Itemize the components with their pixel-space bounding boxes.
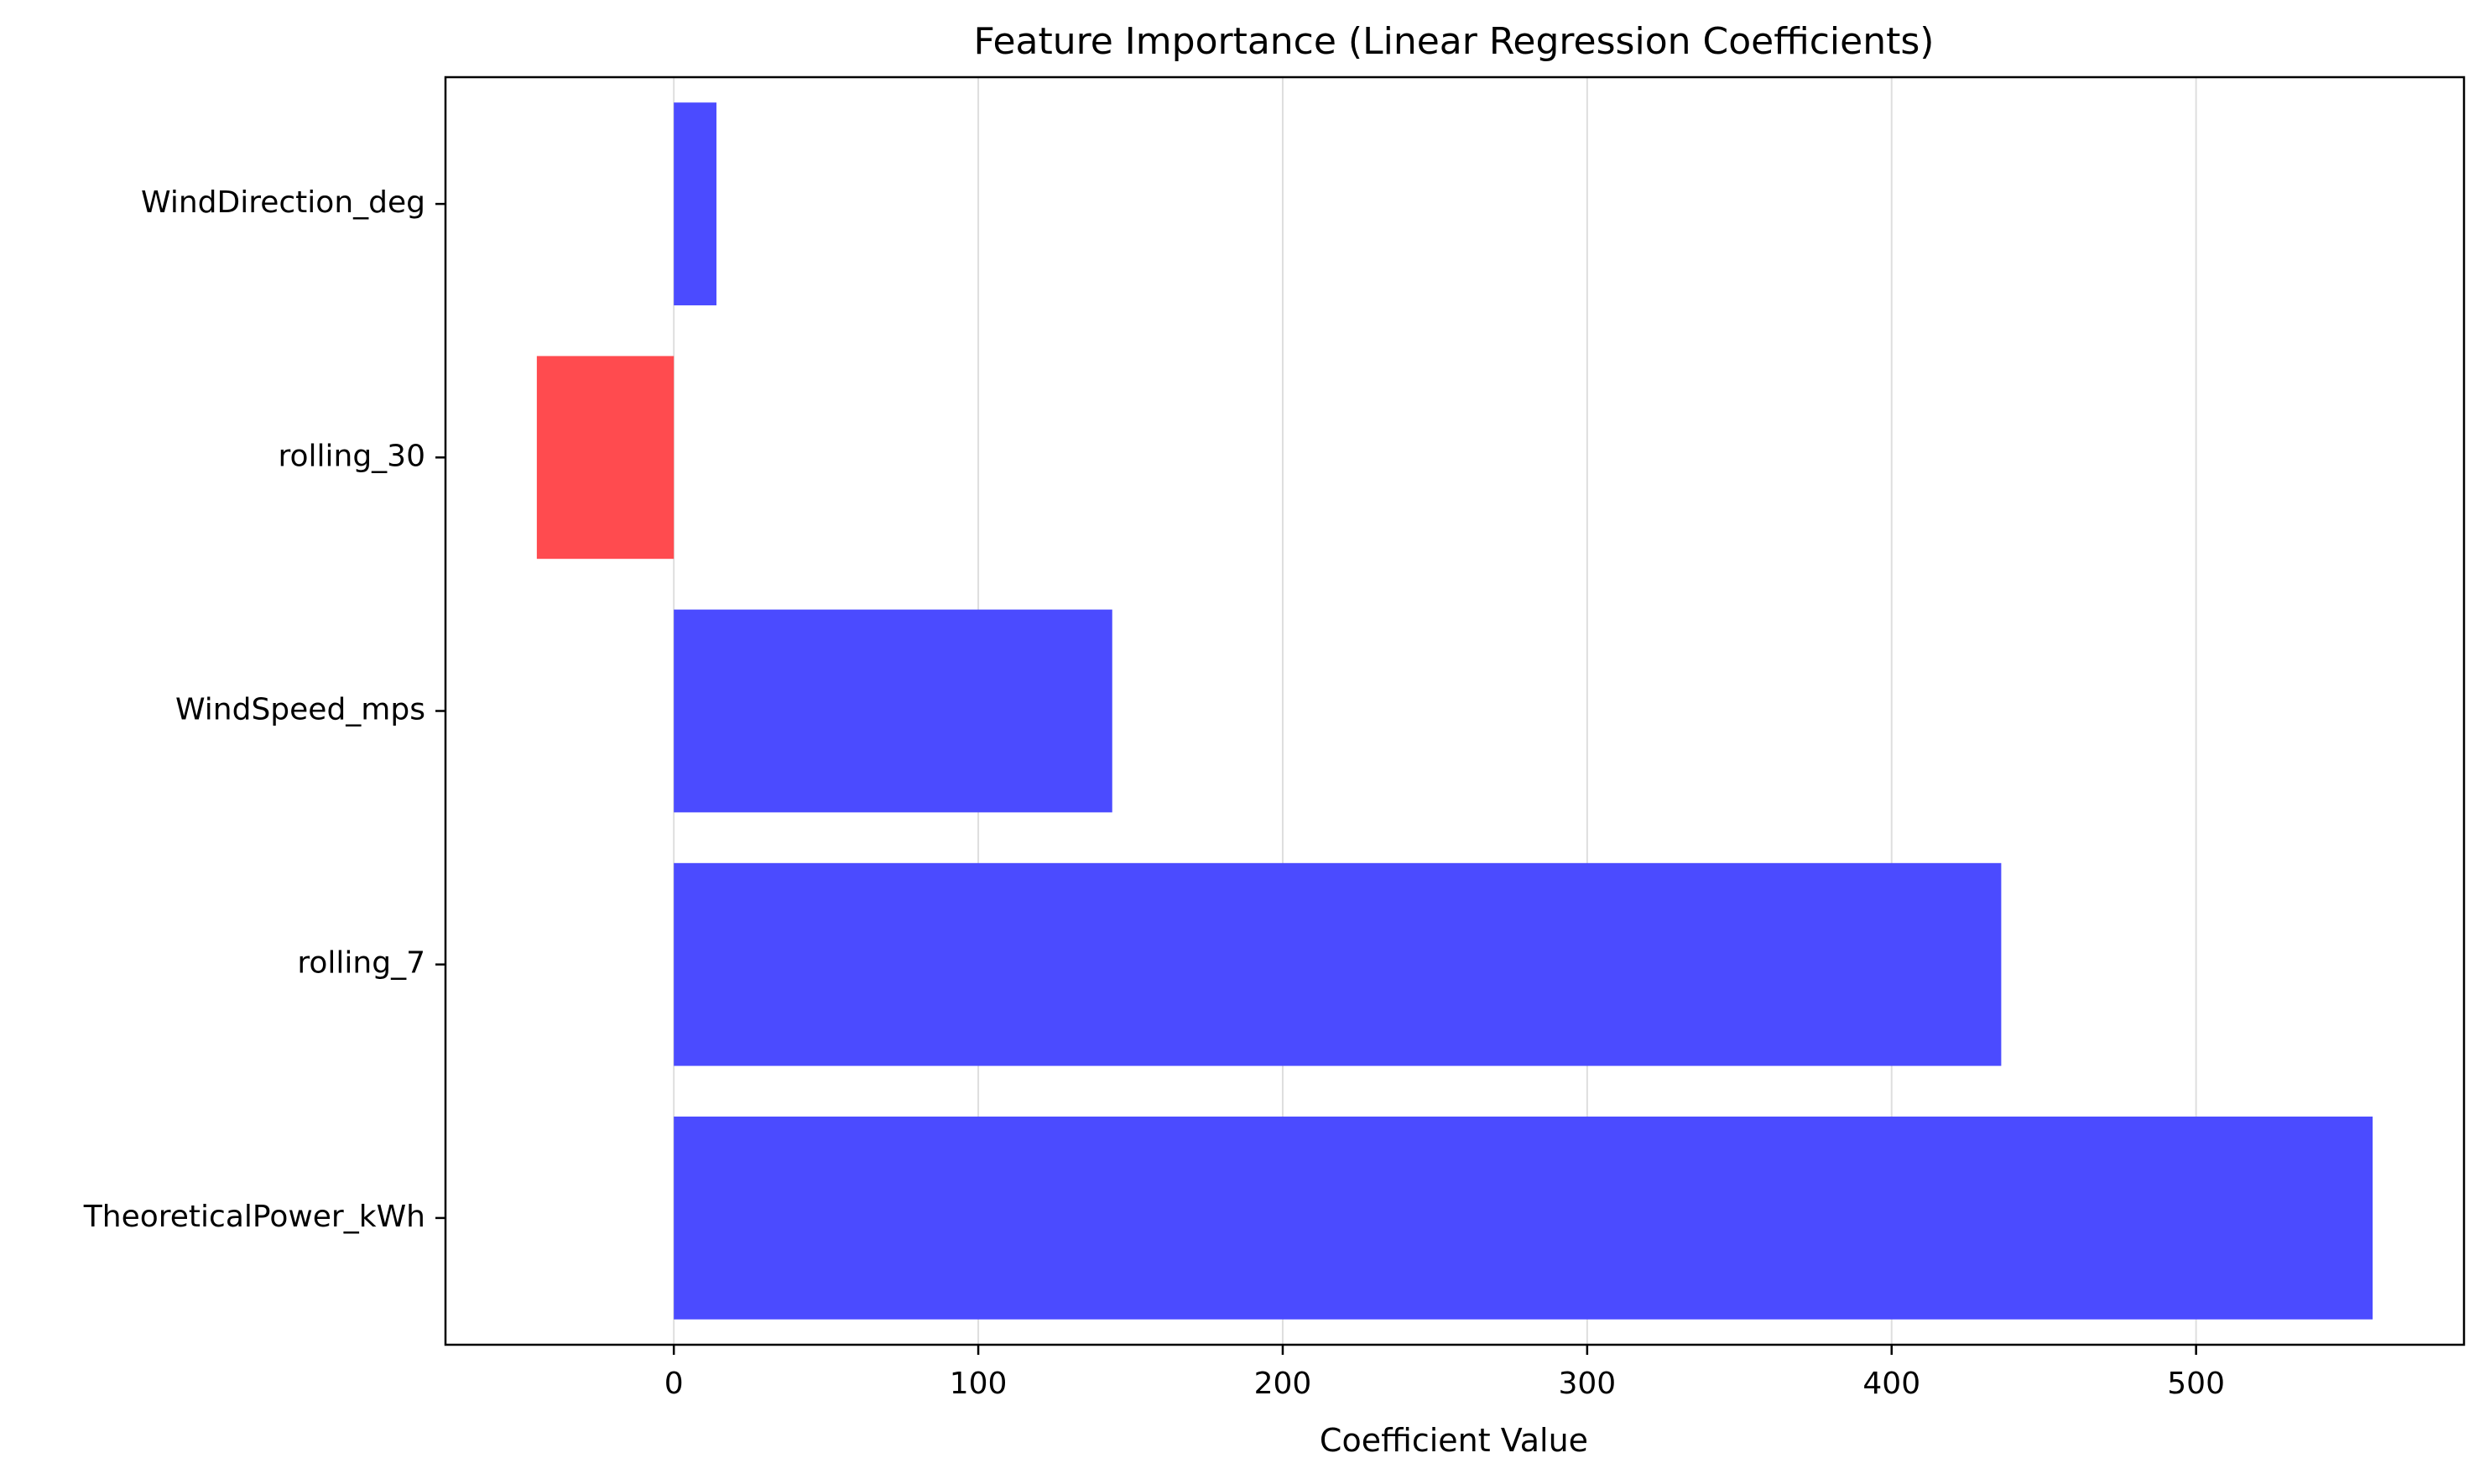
bar-rolling_7: [674, 862, 2002, 1066]
x-tick-label: 0: [664, 1367, 684, 1401]
x-tick-label: 100: [950, 1367, 1008, 1401]
x-axis-ticks: 0 100 200 300 400 500: [664, 1345, 2225, 1401]
y-axis-ticks: WindDirection_deg rolling_30 WindSpeed_mps…: [83, 185, 445, 1234]
bar-WindDirection_deg: [674, 102, 716, 305]
y-tick-label: WindSpeed_mps: [175, 693, 425, 727]
x-tick-label: 300: [1559, 1367, 1617, 1401]
y-tick-label: rolling_30: [278, 439, 425, 473]
plot-frame: [444, 76, 2466, 1346]
bar-TheoreticalPower_kWh: [674, 1117, 2373, 1320]
x-axis-label: Coefficient Value: [1320, 1422, 1588, 1459]
chart-title: Feature Importance (Linear Regression Co…: [974, 20, 1935, 63]
y-tick-label: rolling_7: [297, 946, 425, 981]
x-tick-label: 500: [2167, 1367, 2225, 1401]
bars: [536, 102, 2373, 1320]
y-tick-label: WindDirection_deg: [141, 185, 425, 220]
bar-WindSpeed_mps: [674, 609, 1112, 813]
bar-rolling_30: [536, 356, 675, 560]
y-tick-label: TheoreticalPower_kWh: [83, 1200, 425, 1234]
x-tick-label: 200: [1254, 1367, 1312, 1401]
x-tick-label: 400: [1862, 1367, 1920, 1401]
